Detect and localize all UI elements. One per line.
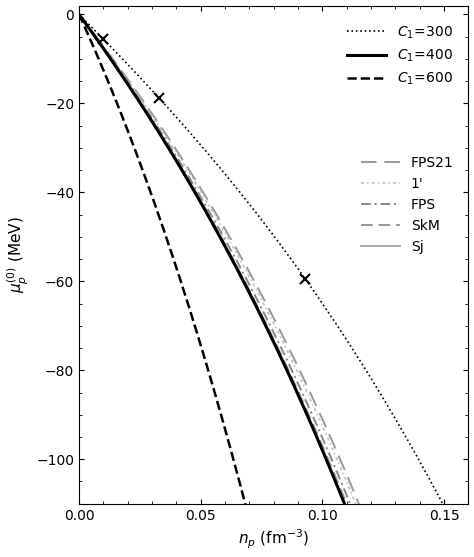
Legend: FPS21, 1', FPS, SkM, Sj: FPS21, 1', FPS, SkM, Sj: [356, 152, 457, 258]
Y-axis label: $\mu_p^{(0)}\ \mathrm{(MeV)}$: $\mu_p^{(0)}\ \mathrm{(MeV)}$: [6, 216, 31, 293]
X-axis label: $n_p\ \mathrm{(fm^{-3})}$: $n_p\ \mathrm{(fm^{-3})}$: [238, 528, 309, 551]
